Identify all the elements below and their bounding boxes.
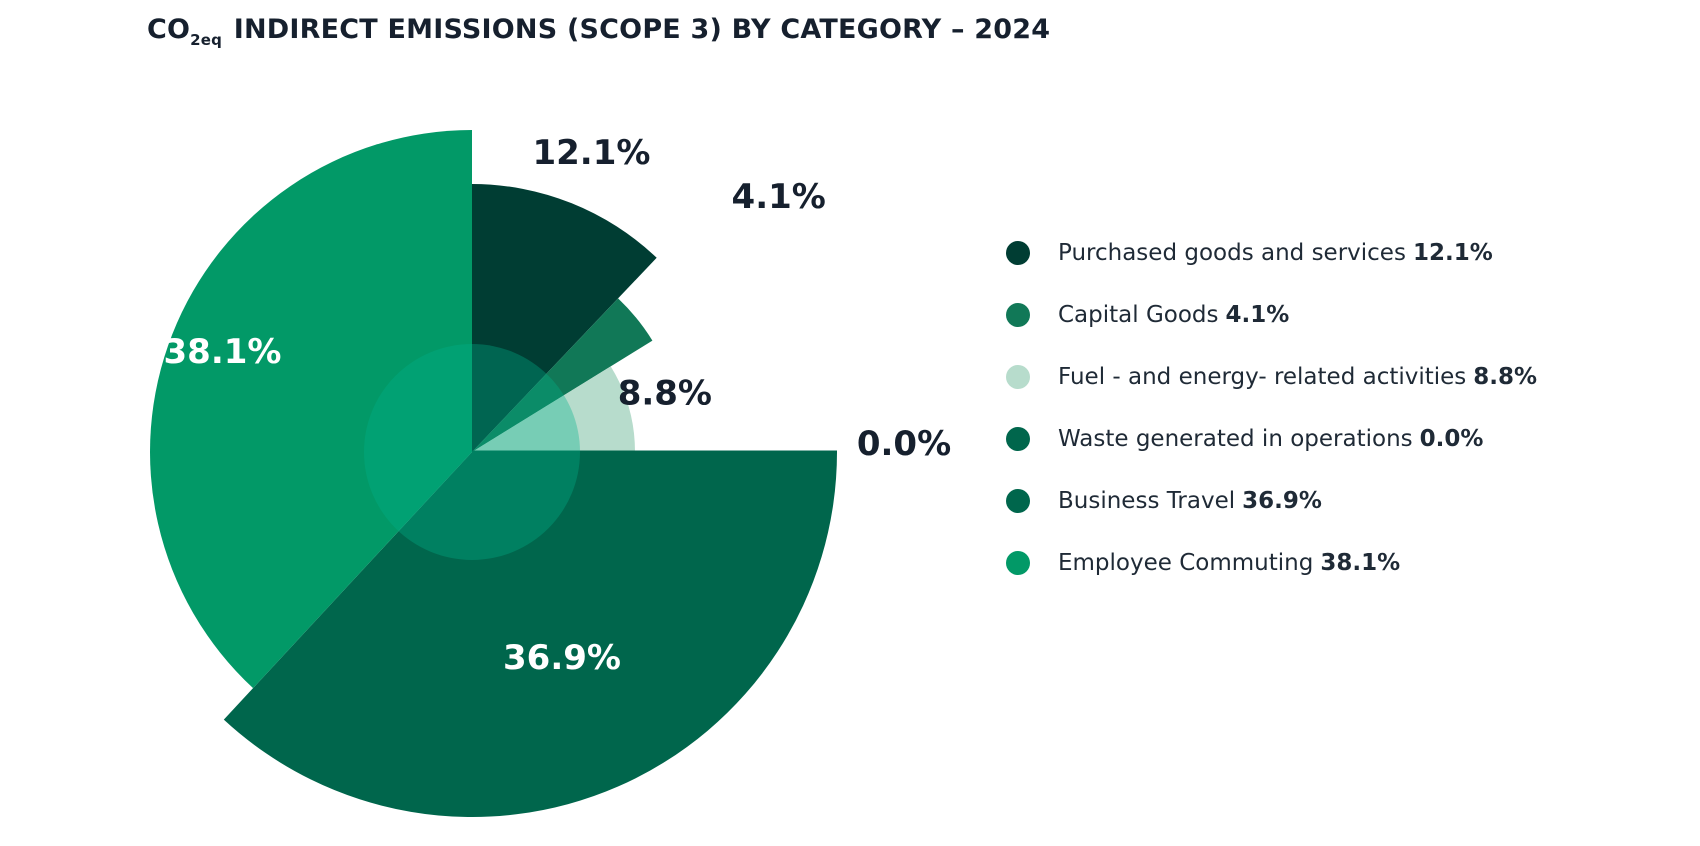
legend-item-purchased-goods-and-services: Purchased goods and services 12.1%: [1006, 222, 1537, 284]
legend-value: 38.1%: [1320, 550, 1401, 576]
legend-item-capital-goods: Capital Goods 4.1%: [1006, 284, 1537, 346]
legend-swatch: [1006, 489, 1030, 513]
title-prefix: CO: [147, 14, 191, 45]
legend-label: Business Travel: [1058, 488, 1236, 514]
data-label-waste-generated-in-operations: 0.0%: [857, 424, 951, 464]
pie-center-circle: [364, 344, 580, 560]
legend-swatch: [1006, 365, 1030, 389]
data-label-capital-goods: 4.1%: [732, 177, 826, 217]
legend-value: 12.1%: [1412, 240, 1493, 266]
legend-value: 0.0%: [1419, 426, 1484, 452]
data-label-purchased-goods-and-services: 12.1%: [532, 133, 650, 173]
data-label-business-travel: 36.9%: [503, 638, 621, 678]
legend-label: Employee Commuting: [1058, 550, 1314, 576]
legend-label: Purchased goods and services: [1058, 240, 1406, 266]
legend-swatch: [1006, 303, 1030, 327]
pie-slice-fuel-and-energy-related-activities: [472, 366, 635, 452]
legend-swatch: [1006, 241, 1030, 265]
legend-item-business-travel: Business Travel 36.9%: [1006, 470, 1537, 532]
legend-label: Capital Goods: [1058, 302, 1219, 328]
legend-swatch: [1006, 551, 1030, 575]
legend-item-fuel-and-energy-related-activities: Fuel - and energy- related activities 8.8…: [1006, 346, 1537, 408]
pie-slice-capital-goods: [472, 298, 653, 452]
legend-value: 4.1%: [1225, 302, 1290, 328]
data-label-employee-commuting: 38.1%: [164, 332, 282, 372]
title-subscript: 2eq: [190, 31, 223, 49]
legend-value: 36.9%: [1242, 488, 1322, 514]
chart-title: CO2eq INDIRECT EMISSIONS (SCOPE 3) BY CA…: [147, 14, 1050, 49]
legend-swatch: [1006, 427, 1030, 451]
chart-legend: Purchased goods and services 12.1% Capital…: [1006, 222, 1537, 594]
legend-label: Waste generated in operations: [1058, 426, 1413, 452]
legend-item-waste-generated-in-operations: Waste generated in operations 0.0%: [1006, 408, 1537, 470]
legend-label: Fuel - and energy- related activities: [1058, 364, 1467, 390]
pie-chart: 12.1% 4.1% 8.8% 0.0% 36.9% 38.1%: [150, 130, 951, 817]
pie-slice-employee-commuting: [150, 130, 472, 689]
data-label-fuel-and-energy-related-activities: 8.8%: [618, 373, 712, 413]
legend-item-employee-commuting: Employee Commuting 38.1%: [1006, 532, 1537, 594]
legend-value: 8.8%: [1473, 364, 1538, 390]
pie-slice-purchased-goods-and-services: [472, 183, 657, 452]
title-text: INDIRECT EMISSIONS (SCOPE 3) BY CATEGORY…: [224, 14, 1051, 45]
pie-slice-business-travel: [223, 452, 837, 817]
